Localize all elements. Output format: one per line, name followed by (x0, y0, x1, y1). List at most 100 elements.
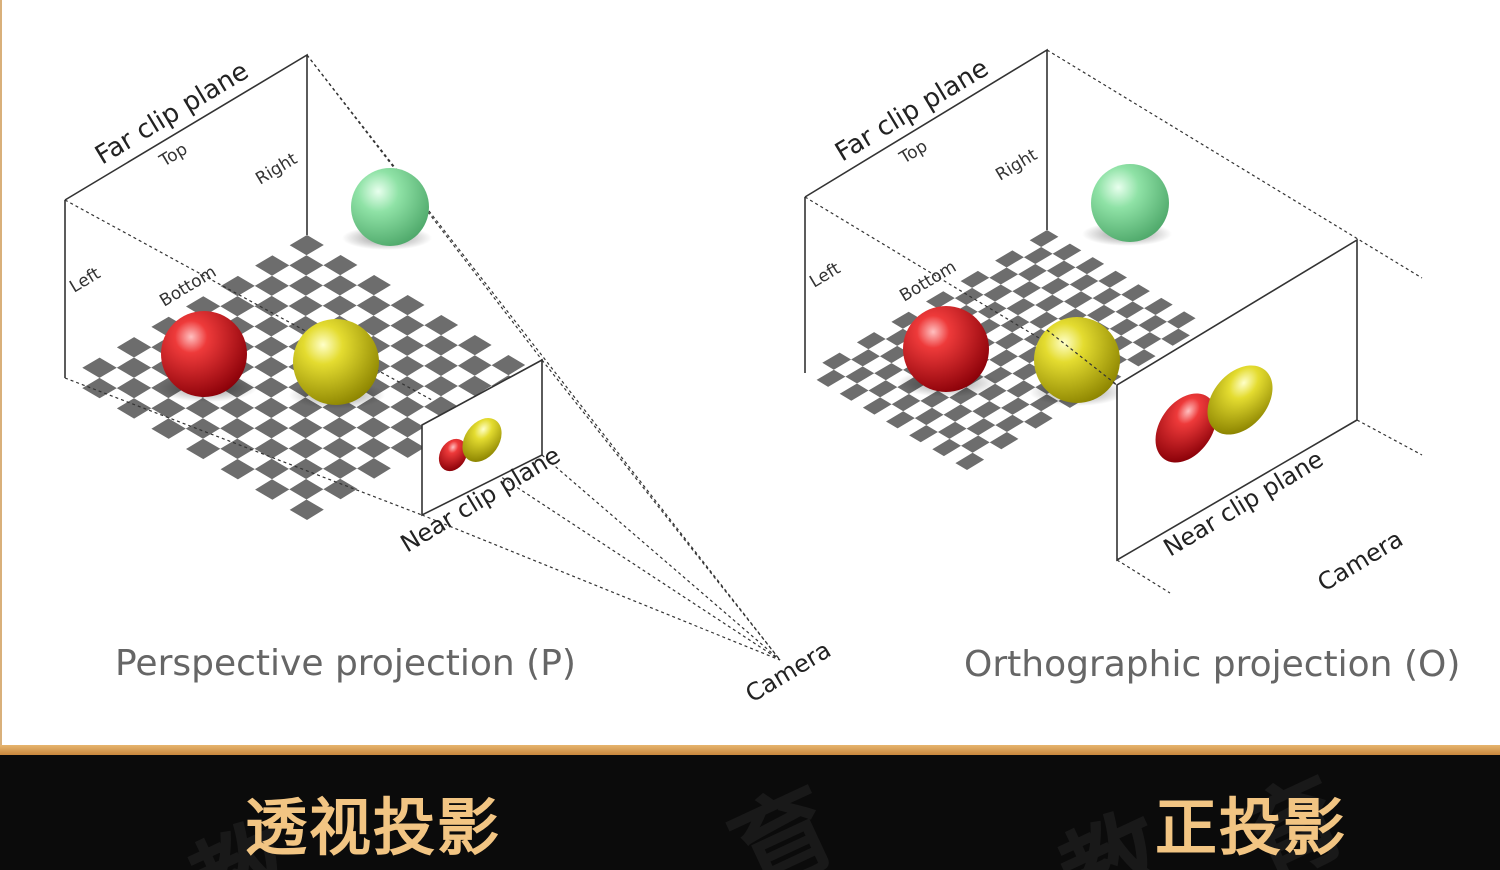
checker-tile (220, 296, 255, 317)
checker-tile (220, 459, 255, 480)
checker-tile (322, 437, 357, 459)
checker-tile (966, 418, 996, 436)
checker-tile (891, 394, 921, 412)
checker-tile (254, 377, 289, 398)
checker-tile (816, 369, 846, 387)
checker-tile (983, 284, 1013, 302)
checker-tile (1035, 294, 1064, 312)
checker-tile (845, 366, 875, 384)
checker-tile (424, 335, 458, 356)
caption-perspective: 透视投影 (245, 791, 502, 864)
checker-tile (1012, 281, 1041, 299)
checker-tile (937, 421, 967, 439)
perspective-diagram: Far clip plane Top Right Left Bottom Nea… (64, 53, 836, 709)
checker-tile (357, 458, 391, 479)
checker-tile (491, 355, 526, 376)
checker-tile (116, 398, 152, 419)
checker-tile (1075, 257, 1105, 275)
red-sphere (161, 311, 247, 397)
checker-tile (868, 380, 898, 398)
checker-tile (289, 499, 324, 520)
checker-tile (356, 417, 391, 438)
checker-tile (390, 437, 425, 458)
checker-tile (390, 396, 425, 417)
checker-tile (1029, 311, 1059, 329)
watermark: 育 (713, 766, 854, 870)
checker-tile (390, 417, 425, 438)
perspective-camera-label: Camera (741, 636, 836, 709)
perspective-bottom-dotted-edge (64, 377, 423, 516)
checker-tile (82, 357, 117, 378)
checker-tile (822, 352, 852, 370)
green-sphere (1091, 164, 1169, 242)
checker-tile (356, 437, 391, 459)
checker-tile (289, 255, 324, 276)
checker-tile (390, 295, 425, 316)
checker-tile (323, 275, 357, 296)
checker-tile (254, 356, 289, 378)
checker-tile (1006, 380, 1036, 398)
checker-tile (1046, 260, 1076, 278)
checker-tile (995, 250, 1024, 268)
caption-orthographic: 正投影 (1155, 791, 1348, 864)
checker-tile (356, 396, 391, 418)
checker-tile (1029, 230, 1059, 247)
orthographic-title: Orthographic projection (O) (964, 644, 1460, 685)
checker-tile (914, 407, 944, 426)
checker-tile (116, 357, 152, 378)
checker-tile (288, 438, 323, 459)
checker-tile (1006, 298, 1036, 316)
checker-tile (151, 418, 186, 439)
checker-tile (961, 435, 990, 453)
checker-tile (424, 396, 458, 417)
checker-tile (955, 452, 985, 470)
perspective-left-label: Left (66, 263, 104, 297)
checker-tile (1012, 363, 1041, 381)
checker-tile (254, 316, 289, 337)
checker-tile (1115, 301, 1145, 319)
checker-tile (288, 458, 323, 479)
checker-tile (457, 355, 492, 376)
checker-tile (322, 417, 357, 438)
checker-tile (926, 291, 955, 309)
checker-tile (960, 270, 990, 288)
perspective-top-label: Top (155, 139, 191, 171)
checker-tile (356, 295, 391, 316)
checker-tile (457, 335, 492, 356)
checker-tile (943, 404, 973, 422)
checker-tile (254, 397, 289, 418)
orthographic-right-dotted-edge (1046, 49, 1423, 279)
checker-tile (424, 376, 458, 397)
checker-tile (116, 377, 152, 399)
checker-tile (1000, 315, 1030, 333)
checker-tile (1121, 284, 1150, 302)
checker-tile (989, 267, 1019, 285)
perspective-title: Perspective projection (P) (115, 643, 576, 684)
checker-tile (972, 401, 1001, 419)
orthographic-camera-label: Camera (1313, 525, 1408, 598)
checker-tile (424, 315, 459, 336)
orthographic-right-label: Right (992, 145, 1041, 185)
orthographic-diagram: Far clip plane Top Right Left Bottom Nea… (804, 48, 1460, 685)
checker-tile (1098, 270, 1127, 288)
orthographic-top-label: Top (895, 136, 931, 168)
checker-tile (851, 349, 880, 367)
orthographic-near-right-dotted-edge (1356, 419, 1423, 456)
checker-tile (186, 438, 221, 460)
checker-tile (977, 383, 1007, 401)
checker-tile (932, 438, 961, 457)
checker-tile (1167, 311, 1196, 329)
checker-tile (390, 376, 425, 397)
projection-diagram-svg: Far clip plane Top Right Left Bottom Nea… (64, 48, 1460, 709)
checker-tile (390, 355, 425, 377)
checker-tile (288, 295, 323, 316)
perspective-camera-rays (306, 54, 781, 661)
checker-tile (457, 375, 492, 396)
red-sphere (903, 306, 989, 392)
checker-tile (424, 355, 458, 376)
checker-tile (1063, 291, 1093, 309)
checker-tile (995, 332, 1024, 350)
yellow-sphere (293, 319, 379, 405)
checker-tile (82, 377, 117, 399)
checker-tile (1018, 264, 1047, 282)
